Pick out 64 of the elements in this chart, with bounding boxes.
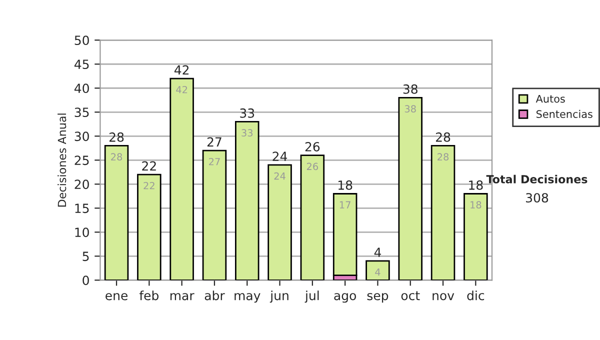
- y-tick-label: 15: [75, 204, 89, 214]
- x-tick-label: dic: [467, 290, 484, 300]
- x-tick-label: mar: [170, 293, 194, 300]
- data-label: 4: [375, 268, 380, 276]
- y-tick-label: 50: [74, 36, 89, 46]
- data-label: 27: [209, 158, 220, 166]
- x-tick-label: sep: [367, 293, 388, 303]
- x-tick-label: jun: [270, 290, 288, 303]
- bar: [104, 145, 129, 280]
- y-tick-label: 20: [74, 180, 89, 190]
- total-label: 18: [338, 180, 352, 190]
- total-label: 42: [174, 65, 189, 74]
- bar: [366, 260, 390, 280]
- legend-label: Sentencias: [536, 110, 592, 118]
- bar: [170, 78, 194, 280]
- y-tick-label: 25: [74, 156, 89, 166]
- bar: [464, 193, 488, 280]
- bar: [235, 121, 260, 280]
- data-label: 22: [144, 182, 154, 190]
- data-label: 17: [340, 201, 350, 208]
- text: 308: [526, 193, 548, 203]
- data-label: 28: [111, 153, 122, 161]
- x-tick-label: ene: [106, 293, 128, 300]
- bar: [398, 97, 422, 280]
- y-tick-label: 5: [82, 252, 89, 262]
- total-label: 33: [240, 108, 254, 118]
- y-tick-label: 35: [74, 108, 89, 118]
- legend-label: Autos: [536, 94, 565, 103]
- y-tick-label: 10: [75, 228, 89, 238]
- y-tick-label: 45: [74, 60, 89, 70]
- y-tick-label: 30: [74, 132, 89, 142]
- x-tick-label: ago: [334, 293, 356, 303]
- bar: [332, 193, 358, 276]
- bar: [430, 145, 456, 280]
- x-tick-label: oct: [401, 291, 420, 300]
- total-label: 18: [469, 180, 483, 190]
- annotation: Total Decisiones: [486, 174, 588, 184]
- total-label: 26: [305, 142, 320, 152]
- data-label: 28: [438, 153, 449, 161]
- x-tick-label: may: [234, 293, 260, 303]
- bar: [137, 174, 162, 280]
- total-label: 28: [436, 132, 450, 142]
- x-tick-label: abr: [204, 290, 225, 300]
- x-tick-label: feb: [139, 290, 159, 300]
- x-tick-label: jul: [304, 290, 319, 303]
- total-label: 27: [207, 137, 222, 146]
- y-tick-label: 0: [82, 276, 89, 286]
- total-label: 28: [109, 132, 124, 142]
- data-label: 42: [176, 86, 188, 94]
- data-label: 24: [274, 172, 286, 180]
- data-label: 18: [470, 201, 482, 209]
- total-label: 38: [403, 84, 418, 94]
- bar: [202, 150, 227, 280]
- y-axis-title: Decisiones Anual: [58, 114, 66, 207]
- bar: [300, 154, 325, 280]
- data-label: 33: [242, 129, 253, 137]
- x-tick-label: nov: [432, 293, 454, 300]
- y-tick-label: 40: [74, 84, 89, 94]
- bar: [268, 164, 292, 280]
- total-label: 24: [272, 152, 288, 161]
- total-label: 4: [374, 248, 381, 257]
- data-label: 38: [404, 105, 416, 113]
- data-label: 26: [306, 162, 318, 170]
- total-label: 22: [142, 161, 156, 171]
